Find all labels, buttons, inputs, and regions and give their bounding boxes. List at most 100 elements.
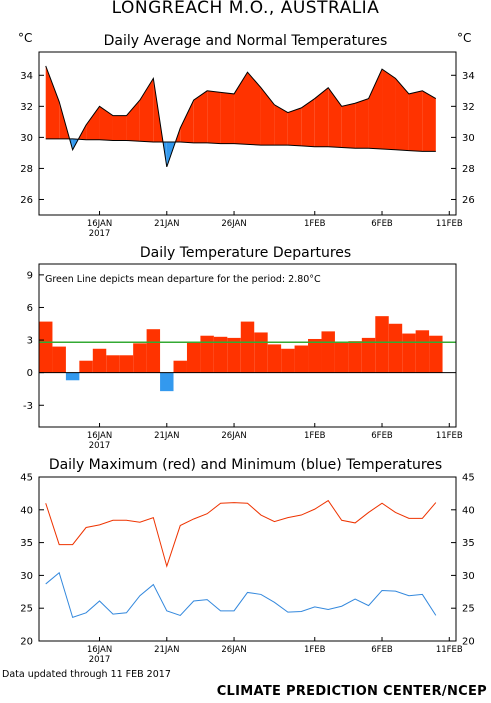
panel1-xtick-label: 26JAN	[221, 219, 246, 229]
avg-fill-segment	[382, 69, 396, 150]
departure-bar	[65, 372, 80, 381]
avg-fill-segment	[180, 100, 194, 143]
panel2-ytick-label-left: -3	[23, 401, 33, 412]
panel3-ytick-label-right: 30	[462, 571, 475, 582]
panel1-ytick-label-left: 34	[20, 71, 33, 82]
panel1-ylabel-right: °C	[457, 31, 472, 45]
avg-fill-segment	[139, 78, 154, 143]
panel1-ytick-label-right: 26	[462, 195, 475, 206]
panel3-xtick-label: 1FEB	[304, 645, 326, 655]
avg-fill-segment	[301, 98, 315, 147]
panel1-ytick-label-right: 30	[462, 133, 475, 144]
avg-fill-segment	[395, 78, 409, 151]
panel3-ytick-label-left: 40	[20, 505, 33, 516]
departure-bar	[321, 331, 335, 373]
panel1-ytick-label-right: 28	[462, 164, 475, 175]
departure-bar	[402, 333, 416, 373]
panel3-ytick-label-right: 35	[462, 538, 475, 549]
avg-fill-segment	[422, 90, 436, 152]
avg-fill-segment	[341, 103, 356, 149]
avg-fill-segment	[45, 65, 60, 139]
avg-fill-segment	[287, 107, 302, 146]
panel2-xtick-label: 26JAN	[221, 431, 246, 441]
departure-bar	[281, 348, 295, 373]
panel1-ytick-label-right: 34	[462, 71, 475, 82]
departure-bar	[52, 346, 66, 373]
departure-bar	[200, 335, 214, 373]
panel3-ytick-label-left: 25	[20, 604, 33, 615]
departure-bar	[39, 321, 53, 373]
avg-fill-segment	[193, 90, 208, 143]
panel1-xtick-label: 16JAN	[87, 219, 112, 229]
departure-bar	[186, 342, 201, 373]
departure-bar	[388, 323, 403, 373]
page-title: LONGREACH M.O., AUSTRALIA	[111, 0, 380, 18]
avg-fill-segment	[408, 90, 423, 152]
avg-fill-segment	[112, 115, 127, 141]
avg-fill-segment	[99, 106, 113, 141]
panel1-frame	[38, 51, 457, 216]
panel3-ytick-label-right: 45	[462, 473, 475, 484]
panel3-ytick-label-left: 30	[20, 571, 33, 582]
departure-bar	[119, 355, 134, 373]
departure-bar	[146, 329, 161, 373]
departure-bar	[361, 337, 376, 373]
panel1-ytick-label-left: 30	[20, 133, 33, 144]
panel3-xtick-label: 26JAN	[221, 645, 246, 655]
panel3-title: Daily Maximum (red) and Minimum (blue) T…	[48, 457, 443, 473]
panel2-xtick-label: 1FEB	[304, 431, 326, 441]
panel1-ylabel-left: °C	[18, 31, 33, 45]
panel3-ytick-label-right: 25	[462, 604, 475, 615]
avg-fill-segment	[86, 106, 100, 140]
departure-bar	[133, 343, 147, 373]
departure-bar	[79, 360, 93, 373]
departure-bar	[160, 372, 174, 392]
departure-bar	[415, 330, 430, 373]
panel1-ytick-label-left: 26	[20, 195, 33, 206]
departure-bar	[267, 344, 282, 373]
panel3-ytick-label-left: 35	[20, 538, 33, 549]
avg-fill-segment	[328, 87, 342, 148]
panel1-xtick-label: 6FEB	[371, 219, 393, 229]
departure-bar	[294, 345, 309, 373]
avg-fill-segment	[247, 72, 261, 146]
panel3-frame	[38, 476, 457, 642]
panel3-xtick-label: 11FEB	[436, 645, 463, 655]
panel1-xtick-sublabel: 2017	[89, 229, 111, 239]
panel1-title: Daily Average and Normal Temperatures	[103, 33, 388, 49]
panel3-xtick-label: 21JAN	[154, 645, 179, 655]
panel1-xtick-label: 11FEB	[436, 219, 463, 229]
departure-bar	[240, 321, 255, 373]
avg-fill-segment	[234, 72, 248, 145]
min-temp-line	[45, 571, 437, 619]
average-line	[45, 65, 437, 168]
panel2-ytick-label-left: 9	[27, 270, 33, 281]
panel3-xtick-label: 6FEB	[371, 645, 393, 655]
avg-fill-segment	[355, 98, 369, 149]
departure-bar	[429, 335, 443, 373]
panel3-ytick-label-left: 45	[20, 473, 33, 484]
panel1-ytick-label-left: 28	[20, 164, 33, 175]
departure-bar	[308, 338, 322, 373]
panel3-xtick-label: 16JAN	[87, 645, 112, 655]
footer-credit: CLIMATE PREDICTION CENTER/NCEP	[216, 684, 487, 699]
panel3-xtick-sublabel: 2017	[89, 655, 111, 665]
max-temp-line	[45, 499, 437, 568]
panel2-xtick-label: 21JAN	[154, 431, 179, 441]
panel3-ytick-label-right: 40	[462, 505, 475, 516]
departure-bar	[348, 341, 362, 373]
panel3-ytick-label-right: 20	[462, 637, 475, 648]
panel2-ytick-label-left: 3	[27, 336, 33, 347]
avg-fill-segment	[207, 90, 221, 144]
footer-updated-note: Data updated through 11 FEB 2017	[2, 669, 171, 680]
departure-bar	[375, 316, 389, 373]
avg-fill-segment	[314, 87, 329, 147]
panel2-frame	[38, 263, 457, 428]
panel2-xtick-label: 6FEB	[371, 431, 393, 441]
avg-fill-segment	[274, 104, 288, 146]
panel2-ytick-label-left: 6	[27, 303, 33, 314]
departure-bar	[213, 336, 228, 373]
panel1-ytick-label-right: 32	[462, 102, 475, 113]
avg-fill-segment	[220, 92, 235, 144]
